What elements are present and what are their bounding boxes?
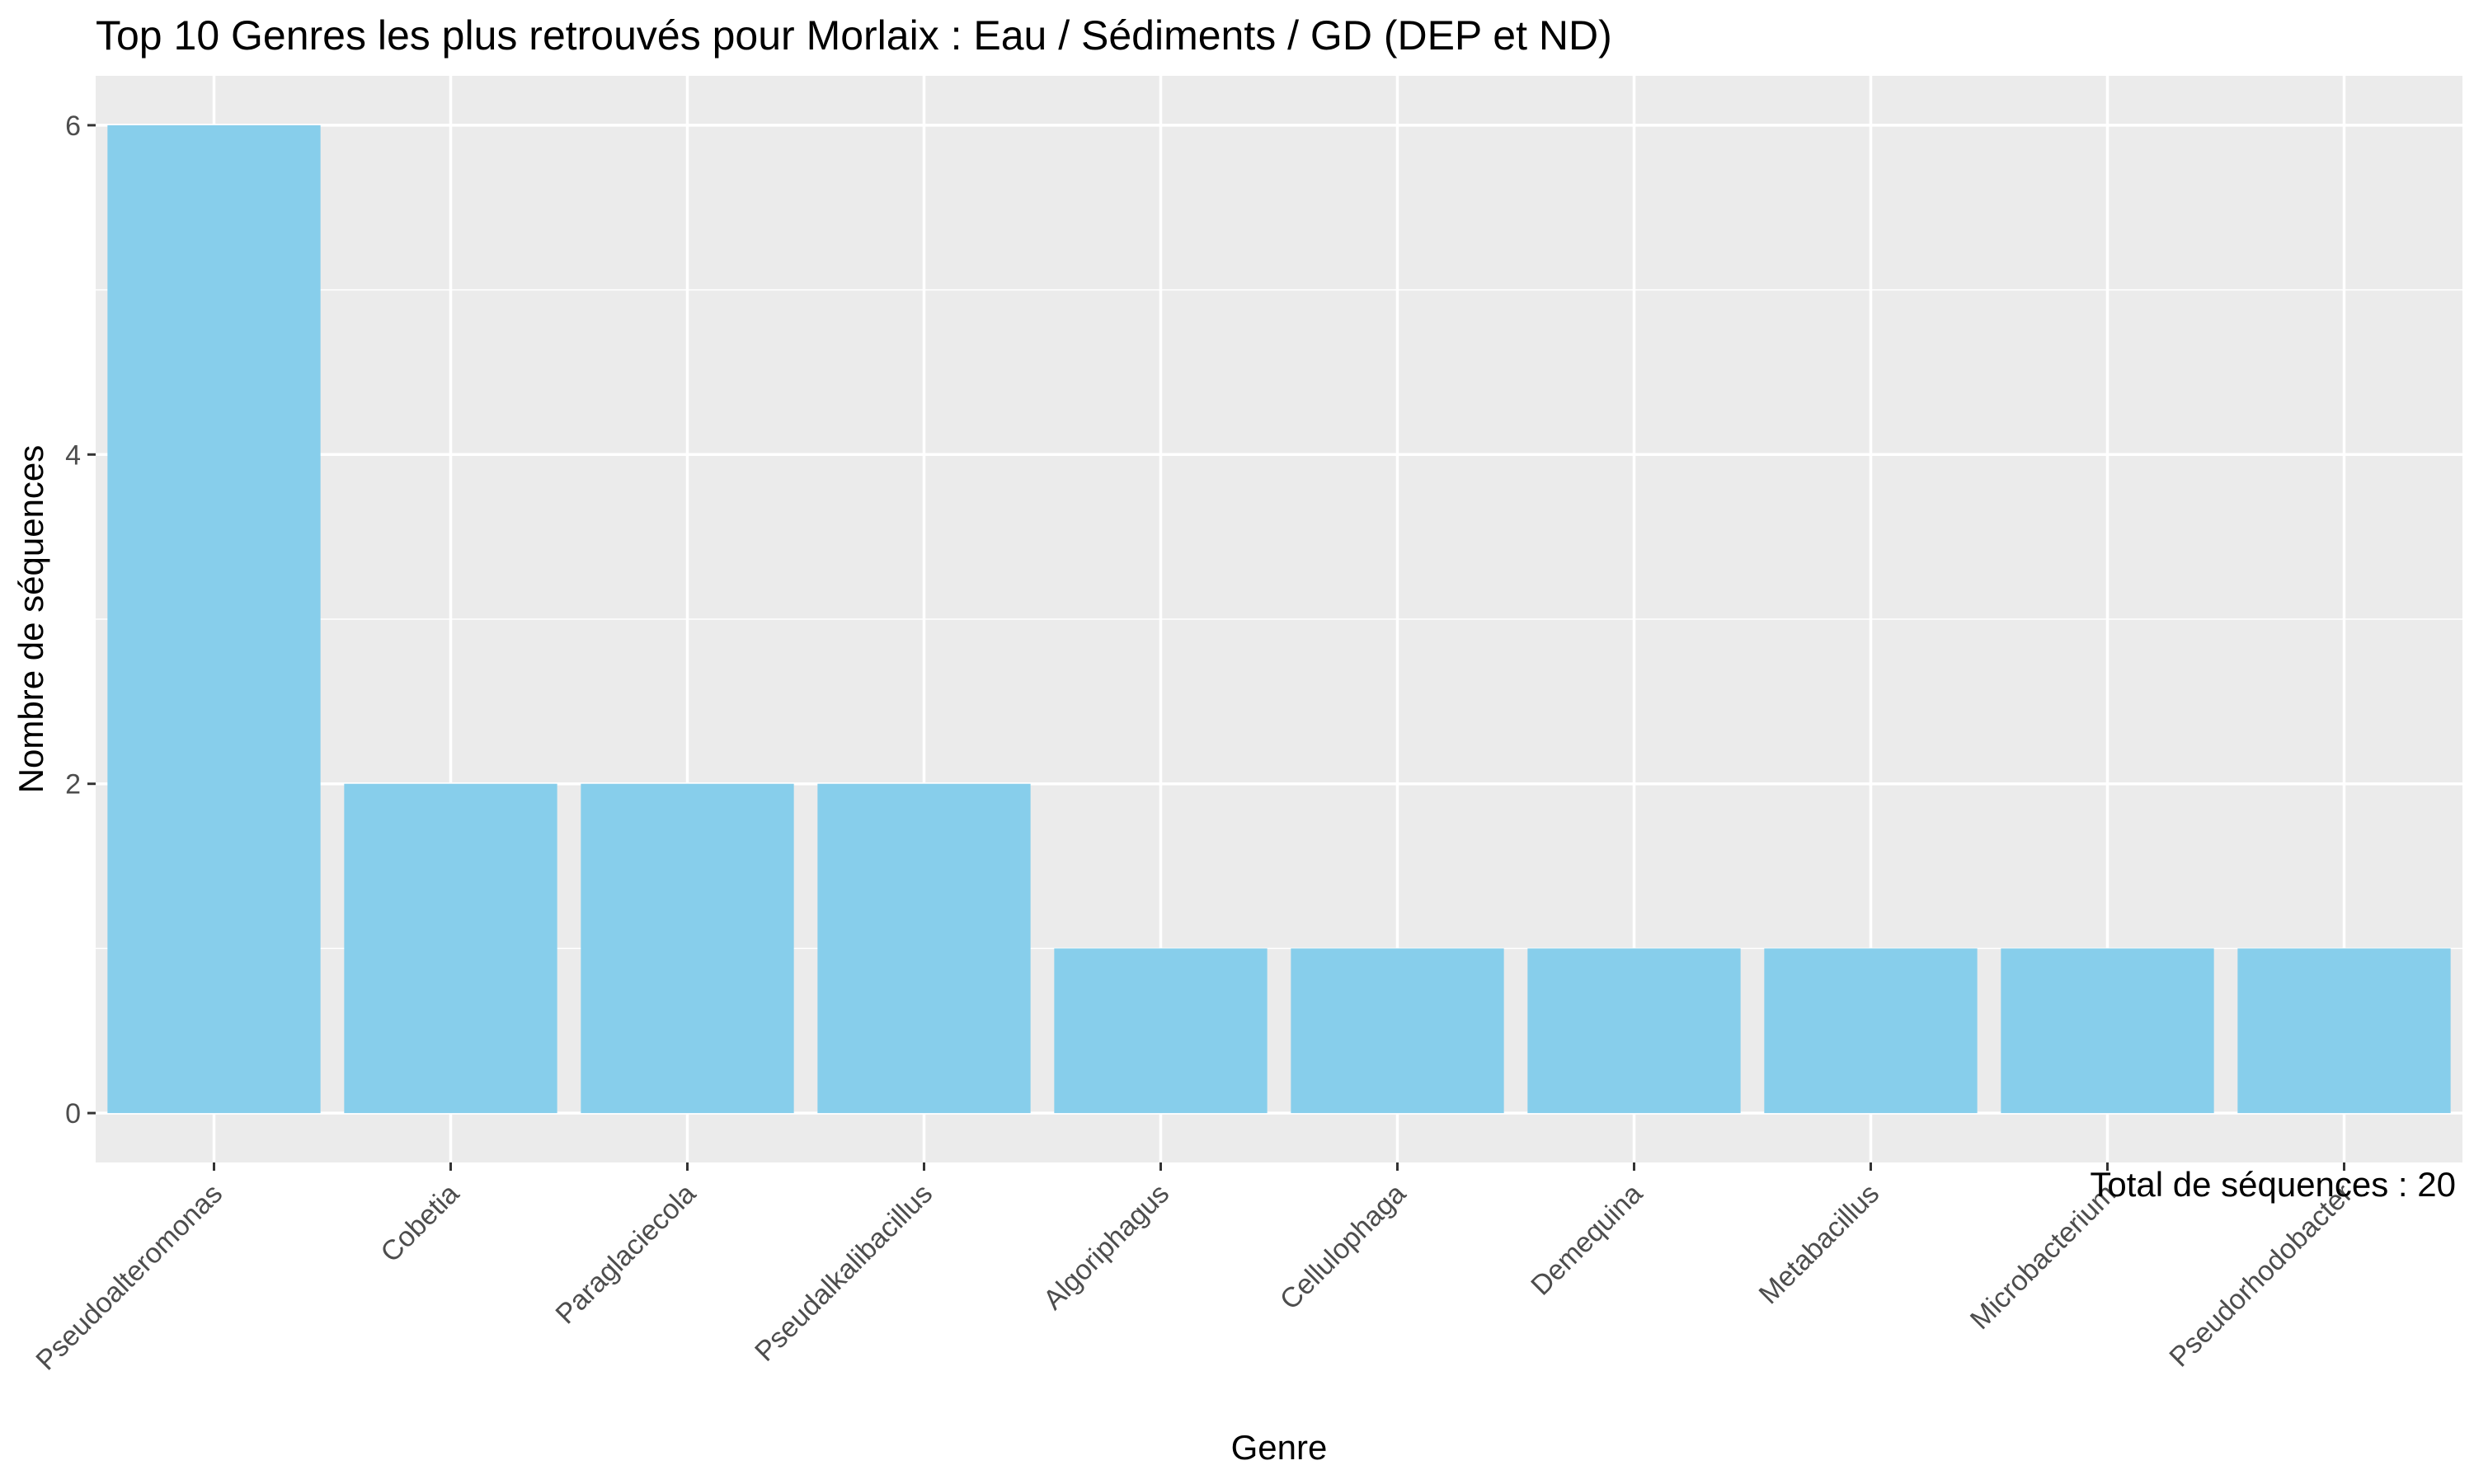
bar-algoriphagus: [1054, 948, 1268, 1114]
bar-pseudalkalibacillus: [817, 783, 1031, 1114]
bar-pseudoalteromonas: [107, 124, 321, 1114]
y-tick-label: 4: [65, 439, 81, 471]
y-tick-label: 0: [65, 1098, 81, 1129]
bar-demequina: [1527, 948, 1741, 1114]
bar-cellulophaga: [1291, 948, 1504, 1114]
bar-paraglaciecola: [581, 783, 794, 1114]
y-axis: 0 2 4 6: [65, 110, 96, 1129]
x-tick-label: Cellulophaga: [1274, 1178, 1412, 1316]
y-tick-label: 2: [65, 769, 81, 801]
bar-pseudorhodobacter: [2237, 948, 2451, 1114]
y-tick-label: 6: [65, 110, 81, 142]
bar-microbacterium: [2001, 948, 2214, 1114]
bars: [107, 124, 2451, 1114]
x-axis-title: Genre: [1231, 1428, 1328, 1467]
x-tick-label: Paraglaciecola: [550, 1178, 703, 1331]
bar-cobetia: [344, 783, 557, 1114]
x-tick-label: Demequina: [1525, 1178, 1649, 1302]
x-tick-label: Cobetia: [374, 1178, 465, 1269]
y-axis-title: Nombre de séquences: [12, 445, 50, 794]
x-tick-label: Pseudorhodobacter: [2163, 1178, 2359, 1374]
chart-title: Top 10 Genres les plus retrouvés pour Mo…: [96, 12, 1612, 59]
x-tick-label: Metabacillus: [1753, 1178, 1886, 1311]
x-tick-label: Algoriphagus: [1037, 1178, 1175, 1316]
x-tick-label: Pseudoalteromonas: [30, 1178, 228, 1377]
x-tick-label: Pseudalkalibacillus: [749, 1178, 938, 1368]
bar-metabacillus: [1764, 948, 1978, 1114]
x-axis: Pseudoalteromonas Cobetia Paraglaciecola Ps…: [30, 1162, 2359, 1377]
total-annotation: Total de séquences : 20: [2090, 1165, 2456, 1204]
